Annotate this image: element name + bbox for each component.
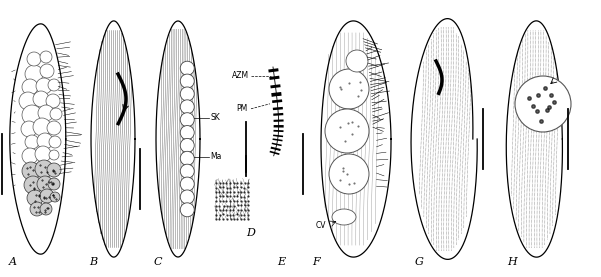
Text: E: E bbox=[277, 257, 285, 267]
Circle shape bbox=[27, 190, 43, 206]
Polygon shape bbox=[269, 72, 279, 76]
Polygon shape bbox=[268, 68, 279, 73]
Polygon shape bbox=[271, 92, 282, 97]
Polygon shape bbox=[272, 103, 282, 107]
Circle shape bbox=[22, 105, 42, 125]
Text: G: G bbox=[415, 257, 424, 267]
Circle shape bbox=[25, 135, 39, 149]
Circle shape bbox=[19, 92, 37, 110]
Circle shape bbox=[180, 190, 194, 204]
Polygon shape bbox=[270, 147, 281, 151]
Circle shape bbox=[40, 189, 54, 203]
Polygon shape bbox=[273, 135, 283, 137]
Circle shape bbox=[50, 192, 60, 202]
Polygon shape bbox=[270, 84, 281, 88]
Circle shape bbox=[40, 203, 52, 215]
Polygon shape bbox=[273, 125, 284, 128]
Text: AZM: AZM bbox=[232, 71, 249, 80]
Polygon shape bbox=[272, 99, 282, 103]
Circle shape bbox=[325, 109, 369, 153]
Polygon shape bbox=[272, 96, 282, 100]
Circle shape bbox=[180, 113, 194, 127]
Circle shape bbox=[180, 177, 194, 191]
Polygon shape bbox=[273, 137, 283, 139]
Polygon shape bbox=[271, 88, 281, 92]
Text: A: A bbox=[9, 257, 17, 267]
Polygon shape bbox=[271, 144, 281, 148]
Polygon shape bbox=[272, 138, 282, 142]
Circle shape bbox=[46, 94, 60, 108]
Text: B: B bbox=[89, 257, 97, 267]
Circle shape bbox=[50, 108, 62, 120]
Circle shape bbox=[47, 121, 61, 135]
Circle shape bbox=[180, 87, 194, 101]
Text: CV: CV bbox=[316, 220, 326, 230]
Circle shape bbox=[35, 146, 51, 162]
Circle shape bbox=[48, 178, 60, 190]
Circle shape bbox=[22, 79, 38, 95]
Circle shape bbox=[24, 176, 42, 194]
Circle shape bbox=[180, 151, 194, 165]
Text: H: H bbox=[507, 257, 517, 267]
Text: F: F bbox=[312, 257, 320, 267]
Polygon shape bbox=[273, 113, 283, 116]
Circle shape bbox=[515, 76, 571, 132]
Circle shape bbox=[346, 50, 368, 72]
Circle shape bbox=[40, 64, 54, 78]
Circle shape bbox=[30, 202, 44, 216]
Circle shape bbox=[40, 51, 52, 63]
Polygon shape bbox=[270, 80, 280, 85]
Polygon shape bbox=[272, 143, 282, 146]
Polygon shape bbox=[273, 122, 284, 124]
Circle shape bbox=[25, 65, 43, 83]
Polygon shape bbox=[270, 149, 280, 153]
Circle shape bbox=[22, 162, 40, 180]
Circle shape bbox=[36, 78, 52, 94]
Polygon shape bbox=[273, 132, 284, 135]
Circle shape bbox=[180, 138, 194, 152]
Polygon shape bbox=[273, 110, 283, 113]
Circle shape bbox=[47, 163, 61, 177]
Polygon shape bbox=[273, 130, 284, 132]
Circle shape bbox=[329, 154, 369, 194]
Circle shape bbox=[49, 136, 61, 148]
Ellipse shape bbox=[332, 209, 356, 225]
Text: PM: PM bbox=[236, 104, 247, 113]
Circle shape bbox=[49, 150, 59, 160]
Polygon shape bbox=[269, 76, 279, 80]
Polygon shape bbox=[273, 107, 283, 110]
Polygon shape bbox=[273, 116, 284, 120]
Circle shape bbox=[38, 105, 54, 121]
Polygon shape bbox=[269, 153, 279, 158]
Circle shape bbox=[180, 203, 194, 217]
Polygon shape bbox=[273, 128, 284, 130]
Circle shape bbox=[35, 160, 53, 178]
Circle shape bbox=[180, 100, 194, 114]
Circle shape bbox=[33, 118, 51, 136]
Circle shape bbox=[180, 125, 194, 140]
Circle shape bbox=[21, 121, 37, 137]
Circle shape bbox=[180, 74, 194, 88]
Circle shape bbox=[22, 148, 38, 164]
Circle shape bbox=[27, 52, 41, 66]
Text: D: D bbox=[246, 228, 255, 238]
Text: Ma: Ma bbox=[210, 152, 222, 161]
Polygon shape bbox=[269, 151, 279, 155]
Circle shape bbox=[180, 164, 194, 178]
Polygon shape bbox=[273, 119, 284, 122]
Circle shape bbox=[33, 91, 49, 107]
Circle shape bbox=[180, 61, 194, 75]
Text: C: C bbox=[154, 257, 162, 267]
Polygon shape bbox=[272, 140, 282, 144]
Circle shape bbox=[37, 176, 53, 192]
Circle shape bbox=[329, 69, 369, 109]
Circle shape bbox=[48, 79, 60, 91]
Circle shape bbox=[37, 133, 53, 149]
Text: SK: SK bbox=[210, 113, 220, 122]
